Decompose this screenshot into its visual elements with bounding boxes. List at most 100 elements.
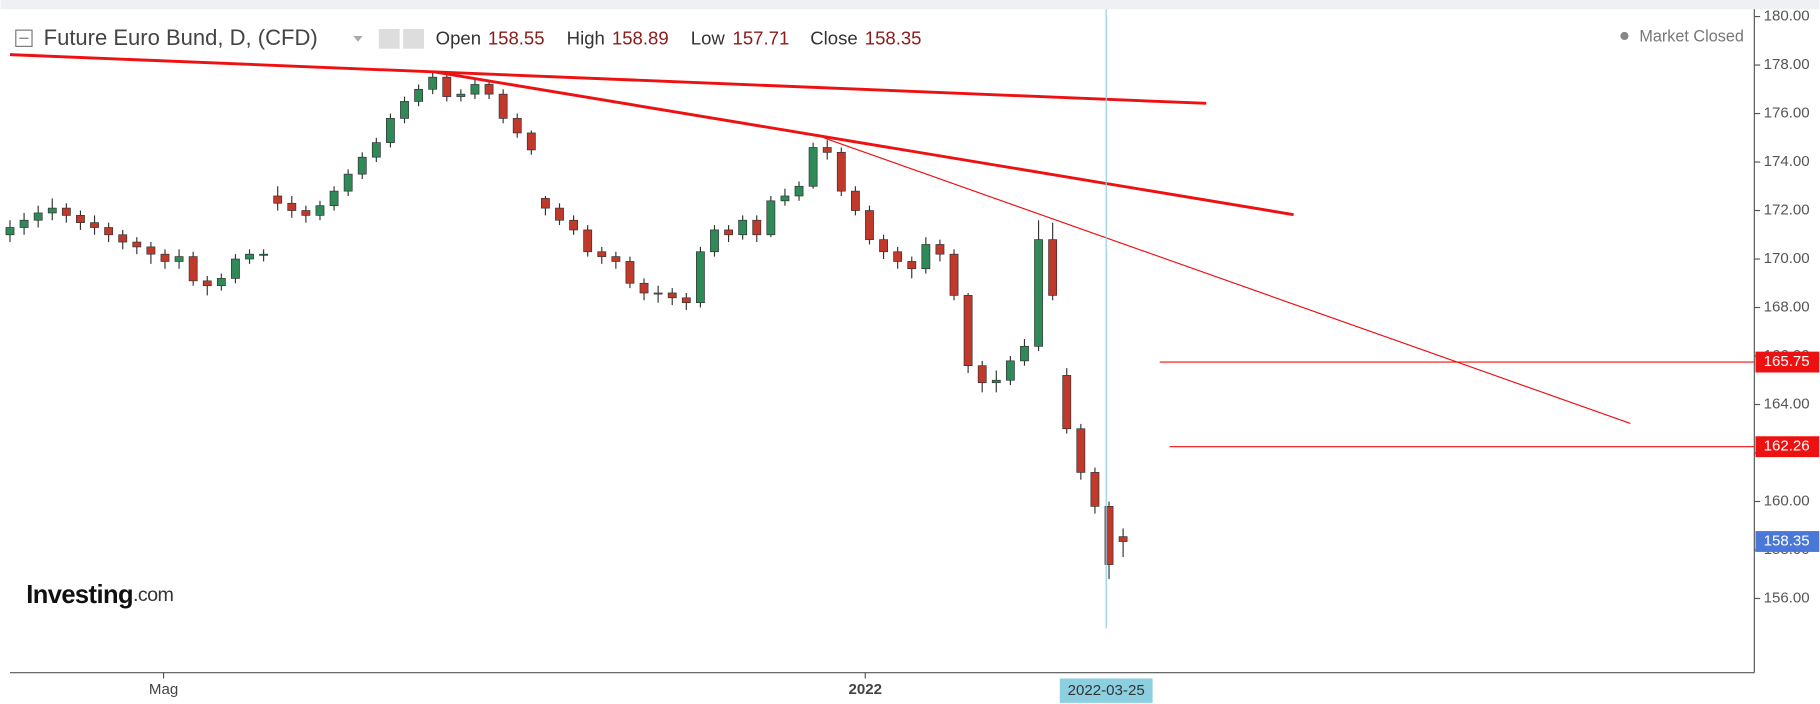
candle-body: [216, 278, 226, 287]
open-value: 158.55: [488, 27, 545, 48]
candle-body: [836, 151, 846, 192]
y-tick-label: 174.00: [1764, 153, 1810, 170]
candle-body: [371, 142, 381, 158]
candle-body: [76, 215, 85, 224]
candle-body: [780, 195, 790, 202]
visibility-button[interactable]: [378, 28, 400, 49]
candle-body: [921, 244, 931, 270]
candle-body: [738, 219, 748, 236]
status-dot: [1620, 31, 1629, 41]
candle-body: [611, 256, 621, 262]
close-value: 158.35: [865, 27, 922, 48]
collapse-button[interactable]: [15, 29, 33, 47]
settings-button[interactable]: [403, 28, 425, 49]
y-tick-label: 170.00: [1764, 250, 1810, 267]
candle-body: [541, 198, 550, 209]
candle-body: [5, 227, 15, 236]
level-label: 165.75: [1764, 353, 1810, 370]
candle-body: [1076, 428, 1086, 473]
candle-body: [231, 258, 240, 279]
candle-body: [850, 190, 860, 211]
y-tick-label: 176.00: [1764, 105, 1810, 122]
candle-body: [963, 295, 973, 367]
candle-body: [710, 229, 719, 253]
high-value: 158.89: [612, 27, 669, 48]
candle-body: [132, 241, 142, 248]
brand-main: Investing: [26, 581, 133, 609]
low-value: 157.71: [733, 27, 790, 48]
y-tick-label: 156.00: [1764, 589, 1810, 606]
candle-body: [724, 229, 733, 236]
candle-body: [160, 253, 170, 262]
candle-body: [104, 227, 114, 236]
brand-suffix: .com: [133, 584, 174, 606]
level-label-box: [1755, 436, 1820, 458]
candle-body: [273, 195, 283, 204]
candle-body: [1062, 375, 1072, 430]
candle-body: [19, 219, 29, 228]
candle-body: [977, 365, 987, 384]
y-tick-label: 164.00: [1764, 395, 1810, 412]
candle-body: [526, 132, 536, 151]
candle-body: [667, 292, 677, 299]
candle-body: [386, 118, 395, 143]
candle-body: [1034, 239, 1043, 347]
y-tick-label: 168.00: [1764, 299, 1810, 316]
level-label-box: [1755, 351, 1820, 373]
open-label: Open: [436, 27, 481, 48]
candle-body: [625, 261, 635, 284]
candle-body: [766, 200, 776, 236]
candle-body: [1118, 536, 1128, 542]
candle-body: [555, 207, 564, 221]
trend-line: [435, 70, 1294, 217]
candle-body: [935, 244, 945, 255]
candle-body: [414, 88, 424, 102]
y-tick-label: 180.00: [1764, 8, 1810, 25]
close-label: Close: [810, 27, 857, 48]
candle-body: [470, 84, 480, 95]
y-tick-label: 160.00: [1764, 492, 1810, 509]
candle-body: [442, 76, 452, 97]
candle-body: [512, 118, 522, 134]
y-tick-label: 178.00: [1764, 56, 1810, 73]
brand-name: Investing.com: [26, 581, 173, 609]
candle-body: [174, 256, 184, 262]
candle-body: [47, 207, 57, 214]
candle-body: [808, 147, 818, 187]
candle-body: [301, 210, 311, 216]
price-box: [1755, 531, 1820, 552]
candle-body: [893, 251, 903, 262]
candle-body: [1090, 472, 1100, 507]
candle-body: [90, 222, 99, 228]
price-label: 158.35: [1764, 532, 1810, 549]
candle-body: [61, 207, 71, 216]
candle-body: [357, 156, 367, 175]
candle-body: [865, 210, 874, 240]
candle-body: [1104, 506, 1114, 565]
trend-line: [9, 53, 1207, 105]
candle-body: [259, 253, 269, 256]
candle-body: [245, 253, 254, 260]
candle-body: [583, 229, 593, 253]
candle-body: [1020, 345, 1029, 362]
crosshair-label-box: [1059, 678, 1153, 703]
candle-body: [794, 185, 804, 197]
candle-body: [315, 205, 325, 216]
candle-body: [202, 280, 212, 287]
candle-body: [949, 253, 959, 296]
candle-body: [484, 84, 494, 95]
dropdown-arrow[interactable]: [353, 35, 363, 42]
x-tick-label: 2022: [848, 681, 882, 698]
candle-body: [343, 173, 353, 192]
candle-body: [597, 251, 607, 257]
candle-body: [569, 219, 579, 231]
candle-body: [653, 292, 663, 295]
candle-body: [1005, 360, 1015, 381]
crosshair-label: 2022-03-25: [1068, 682, 1145, 699]
top-strip: [0, 0, 1820, 10]
candle-body: [681, 297, 691, 304]
candle-body: [329, 190, 339, 207]
